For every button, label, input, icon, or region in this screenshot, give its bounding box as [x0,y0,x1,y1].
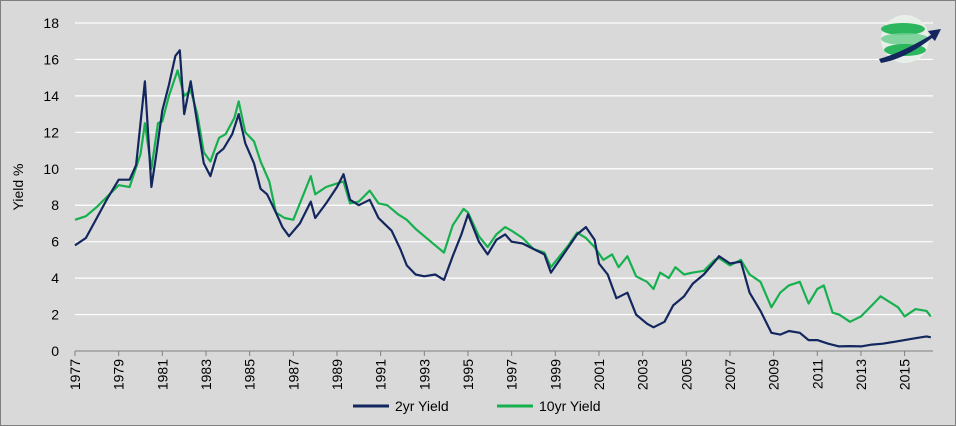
x-tick-label: 1979 [111,359,127,390]
legend: 2yr Yield 10yr Yield [353,398,600,414]
y-tick-label: 6 [51,234,59,250]
x-tick-label: 2015 [897,359,913,390]
x-tick-label: 2009 [766,359,782,390]
y-tick-label: 16 [43,51,59,67]
x-tick-label: 1981 [154,359,170,390]
x-tick-label: 1991 [373,359,389,390]
brand-logo-icon [879,15,941,63]
x-tick-label: 2013 [853,359,869,390]
x-tick-label: 1997 [504,359,520,390]
y-tick-label: 8 [51,197,59,213]
y-tick-label: 18 [43,15,59,31]
x-tick-label: 2007 [722,359,738,390]
x-tick-label: 1989 [329,359,345,390]
y-tick-label: 10 [43,161,59,177]
y-axis-title: Yield % [10,164,26,211]
y-axis-ticks: 0 2 4 6 8 10 12 14 16 18 [43,15,59,359]
y-tick-label: 2 [51,307,59,323]
y-tick-label: 12 [43,124,59,140]
x-tick-label: 1993 [416,359,432,390]
x-axis-ticks: 1977 1979 1981 1983 1985 1987 1989 1991 1993 1995… [67,351,913,390]
y-tick-label: 14 [43,88,59,104]
x-tick-label: 2003 [635,359,651,390]
x-tick-label: 1983 [198,359,214,390]
series-line-10yr [74,69,932,323]
x-tick-label: 1995 [460,359,476,390]
series-lines [74,49,932,348]
legend-label: 2yr Yield [395,398,449,414]
x-tick-label: 2011 [809,359,825,389]
y-tick-label: 0 [51,343,59,359]
legend-label: 10yr Yield [539,398,600,414]
x-tick-label: 2005 [678,359,694,390]
x-tick-label: 2001 [591,359,607,390]
x-tick-label: 1987 [285,359,301,390]
x-tick-label: 1985 [242,359,258,390]
gridlines [75,22,933,316]
y-tick-label: 4 [51,270,59,286]
x-tick-label: 1999 [547,359,563,390]
series-line-2yr [74,49,932,348]
x-tick-label: 1977 [67,359,83,390]
